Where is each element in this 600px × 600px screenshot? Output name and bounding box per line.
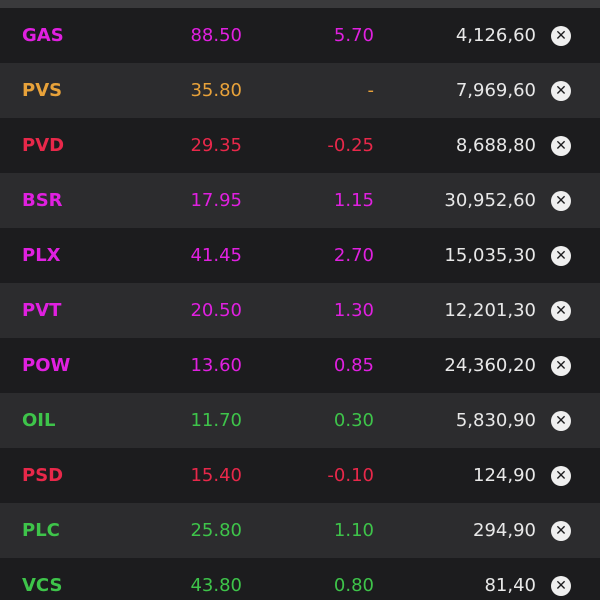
stock-volume: 124,90 <box>473 465 536 486</box>
stock-row-vcs[interactable]: VCS 43.80 0.80 81,40 ✕ <box>0 558 600 600</box>
stock-price: 41.45 <box>190 245 242 266</box>
remove-circle-icon[interactable]: ✕ <box>551 575 571 596</box>
watchlist: GAS 88.50 5.70 4,126,60 ✕ PVS 35.80-7,969,60 ✕ P… <box>0 8 600 600</box>
stock-row-gas[interactable]: GAS 88.50 5.70 4,126,60 ✕ <box>0 8 600 63</box>
stock-symbol[interactable]: BSR <box>22 190 63 211</box>
stock-row-psd[interactable]: PSD 15.40 -0.10 124,90 ✕ <box>0 448 600 503</box>
stock-price: 29.35 <box>190 135 242 156</box>
stock-price: 20.50 <box>190 300 242 321</box>
remove-circle-icon[interactable]: ✕ <box>551 135 571 156</box>
stock-row-pvt[interactable]: PVT 20.50 1.30 12,201,30 ✕ <box>0 283 600 338</box>
stock-change: -0.25 <box>327 135 374 156</box>
stock-symbol[interactable]: PVD <box>22 135 65 156</box>
stock-volume: 8,688,80 <box>455 135 536 156</box>
remove-circle-icon[interactable]: ✕ <box>551 25 571 46</box>
stock-row-pow[interactable]: POW 13.60 0.85 24,360,20 ✕ <box>0 338 600 393</box>
stock-change: 1.10 <box>333 520 374 541</box>
stock-volume: 12,201,30 <box>444 300 536 321</box>
stock-volume: 24,360,20 <box>444 355 536 376</box>
stock-price: 43.80 <box>190 575 242 596</box>
stock-row-pvs[interactable]: PVS 35.80 - 7,969,60 ✕ <box>0 63 600 118</box>
stock-change: 0.80 <box>333 575 374 596</box>
stock-volume: 294,90 <box>473 520 536 541</box>
stock-symbol[interactable]: PVT <box>22 300 62 321</box>
stock-change: 0.30 <box>333 410 374 431</box>
stock-price: 25.80 <box>190 520 242 541</box>
stock-symbol[interactable]: PVS <box>22 80 63 101</box>
stock-change: 1.30 <box>333 300 374 321</box>
remove-circle-icon[interactable]: ✕ <box>551 520 571 541</box>
stock-price: 88.50 <box>190 25 242 46</box>
stock-volume: 15,035,30 <box>444 245 536 266</box>
stock-symbol[interactable]: GAS <box>22 25 64 46</box>
stock-symbol[interactable]: PSD <box>22 465 64 486</box>
remove-circle-icon[interactable]: ✕ <box>551 80 571 101</box>
stock-row-plx[interactable]: PLX 41.45 2.70 15,035,30 ✕ <box>0 228 600 283</box>
remove-circle-icon[interactable]: ✕ <box>551 410 571 431</box>
stock-row-bsr[interactable]: BSR 17.95 1.15 30,952,60 ✕ <box>0 173 600 228</box>
stock-change: 5.70 <box>333 25 374 46</box>
stock-row-pvd[interactable]: PVD 29.35 -0.25 8,688,80 ✕ <box>0 118 600 173</box>
stock-change: 1.15 <box>333 190 374 211</box>
stock-price: 13.60 <box>190 355 242 376</box>
stock-row-plc[interactable]: PLC 25.80 1.10 294,90 ✕ <box>0 503 600 558</box>
stock-symbol[interactable]: PLC <box>22 520 60 541</box>
remove-circle-icon[interactable]: ✕ <box>551 245 571 266</box>
stock-price: 11.70 <box>190 410 242 431</box>
stock-volume: 4,126,60 <box>455 25 536 46</box>
stock-symbol[interactable]: PLX <box>22 245 61 266</box>
stock-price: 17.95 <box>190 190 242 211</box>
top-bar <box>0 0 600 8</box>
remove-circle-icon[interactable]: ✕ <box>551 190 571 211</box>
stock-symbol[interactable]: POW <box>22 355 71 376</box>
stock-volume: 7,969,60 <box>455 80 536 101</box>
stock-change: 2.70 <box>333 245 374 266</box>
remove-circle-icon[interactable]: ✕ <box>551 465 571 486</box>
stock-change: -0.10 <box>327 465 374 486</box>
stock-volume: 30,952,60 <box>444 190 536 211</box>
stock-volume: 5,830,90 <box>455 410 536 431</box>
stock-symbol[interactable]: OIL <box>22 410 56 431</box>
remove-circle-icon[interactable]: ✕ <box>551 355 571 376</box>
stock-change: 0.85 <box>333 355 374 376</box>
remove-circle-icon[interactable]: ✕ <box>551 300 571 321</box>
stock-volume: 81,40 <box>484 575 536 596</box>
stock-row-oil[interactable]: OIL 11.70 0.30 5,830,90 ✕ <box>0 393 600 448</box>
stock-change: - <box>367 80 375 101</box>
stock-price: 35.80 <box>190 80 242 101</box>
stock-symbol[interactable]: VCS <box>22 575 63 596</box>
stock-price: 15.40 <box>190 465 242 486</box>
